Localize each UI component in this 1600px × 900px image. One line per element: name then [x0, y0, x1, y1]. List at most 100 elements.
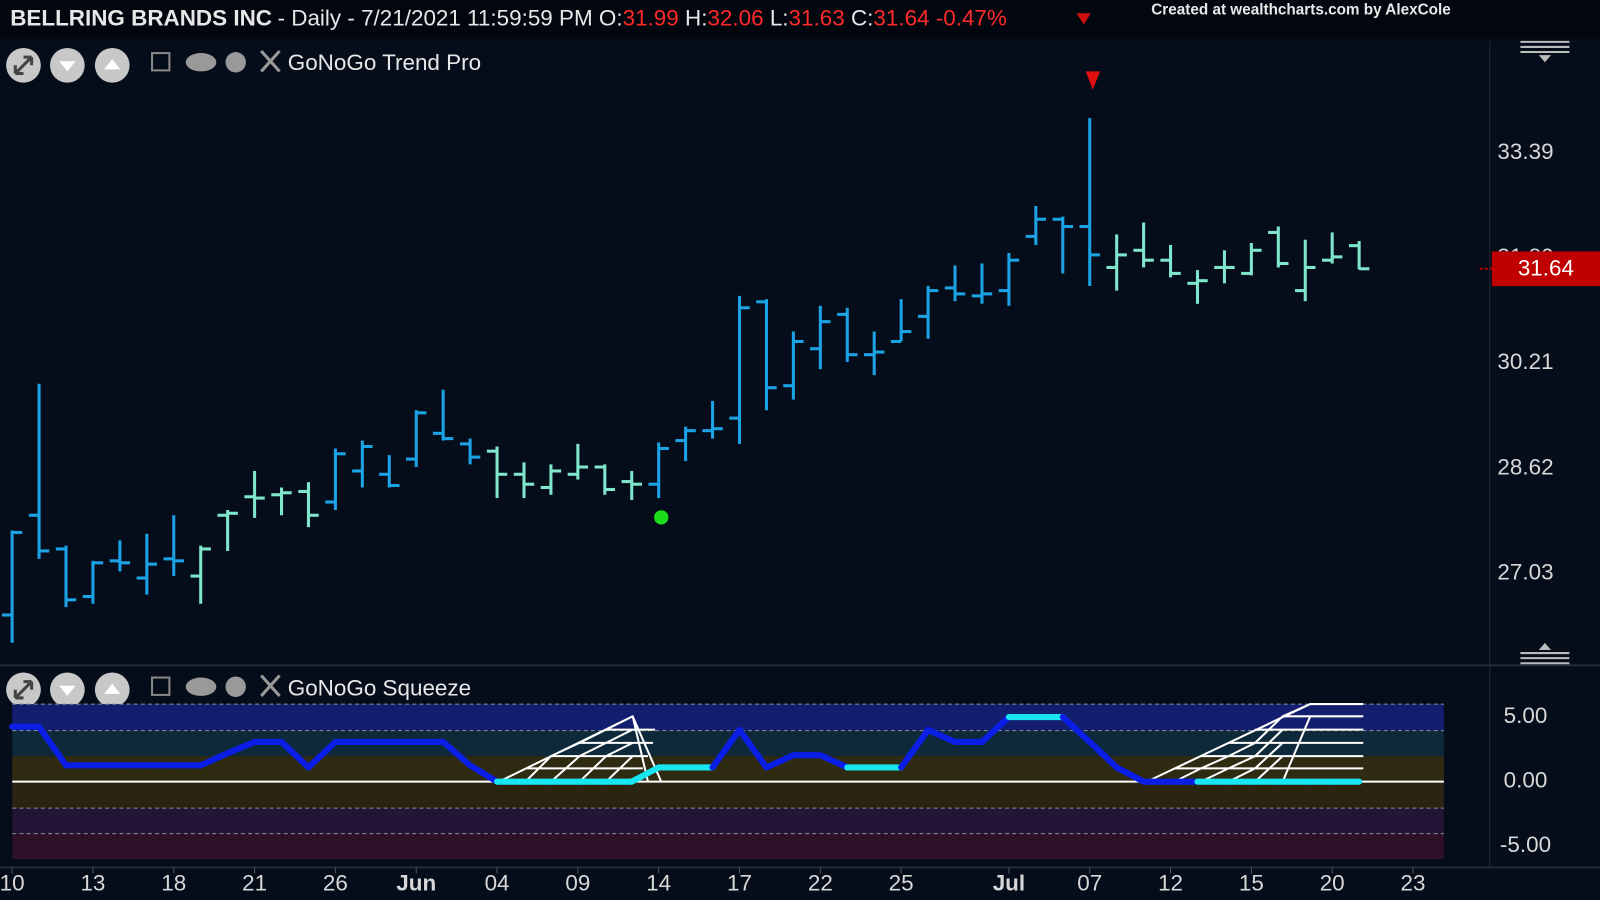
ohlc-bar — [783, 331, 804, 400]
y-tick-label: 27.03 — [1497, 559, 1553, 584]
squeeze-segment — [1113, 764, 1147, 785]
close-button[interactable] — [260, 674, 281, 697]
high-label: H: — [685, 5, 707, 30]
x-tick-label: 09 — [565, 871, 590, 896]
minimize-button[interactable] — [151, 676, 171, 696]
squeeze-ladder — [498, 703, 1364, 783]
x-tick-label: 22 — [808, 871, 833, 896]
x-tick-label: 15 — [1239, 871, 1264, 896]
ohlc-bar — [325, 448, 346, 510]
ohlc-bar — [486, 446, 508, 499]
ohlc-bar — [1295, 239, 1316, 302]
squeeze-segment — [709, 726, 743, 771]
squeeze-segment — [736, 726, 770, 771]
ohlc-bar — [190, 545, 211, 604]
ohlc-bar — [244, 470, 265, 518]
x-tick-label: 04 — [485, 871, 510, 896]
ohlc-bar — [864, 331, 885, 376]
y-tick-label: 28.62 — [1497, 454, 1553, 479]
settings-button[interactable] — [225, 52, 246, 73]
low-label: L: — [770, 5, 789, 30]
ohlc-bar — [1321, 232, 1343, 264]
ohlc-bar — [1079, 118, 1100, 286]
last-price-label: 31.64 — [1518, 256, 1574, 281]
header-line: - Daily - 7/21/2021 11:59:59 PM O:31.99 … — [278, 5, 1007, 30]
ohlc-bar — [163, 515, 184, 577]
band-line — [12, 703, 1444, 835]
x-tick-label: 21 — [242, 871, 267, 896]
trend-toolbar — [6, 47, 281, 83]
ladder — [498, 714, 663, 783]
open-label: O: — [599, 5, 623, 30]
squeeze-segment — [817, 752, 851, 771]
ohlc-bar — [459, 438, 481, 465]
eye-button[interactable] — [185, 53, 217, 72]
x-tick-label: 23 — [1401, 871, 1426, 896]
eye-button[interactable] — [185, 677, 217, 696]
squeeze-segment — [925, 726, 959, 746]
ohlc-bar — [675, 426, 696, 462]
x-tick-label: 13 — [80, 871, 105, 896]
squeeze-segment — [36, 723, 70, 769]
squeeze-toolbar — [6, 672, 281, 708]
x-tick-label: 18 — [161, 871, 186, 896]
open-value: 31.99 — [623, 5, 679, 30]
go-signal — [654, 510, 669, 525]
menu-icon — [1538, 642, 1552, 650]
ohlc-bar — [136, 533, 158, 595]
icon — [59, 61, 76, 72]
indicator-title: GoNoGo Squeeze — [288, 676, 471, 701]
ohlc-bar — [82, 560, 104, 604]
squeeze-segment — [197, 750, 231, 769]
squeeze-segment — [898, 726, 932, 771]
squeeze-segment — [467, 762, 501, 785]
y-tick-label: -5.00 — [1500, 832, 1551, 857]
ohlc-bar — [1, 530, 23, 643]
ohlc-bar — [837, 307, 858, 362]
close-value: 31.64 — [873, 5, 929, 30]
menu-icon — [1520, 652, 1570, 665]
squeeze-segment — [763, 752, 797, 771]
credit: Created at wealthcharts.com by AlexCole — [1151, 1, 1451, 18]
countertrend-signal — [1085, 71, 1100, 90]
ohlc-bar — [1241, 243, 1262, 276]
x-tick-label: 20 — [1320, 871, 1345, 896]
icon — [104, 59, 121, 70]
ohlc-bar — [1025, 206, 1047, 245]
squeeze-segment — [978, 713, 1012, 746]
squeeze-segment — [1059, 713, 1093, 746]
period: - Daily - 7/21/2021 11:59:59 PM — [278, 5, 593, 30]
ohlc-bar — [352, 440, 373, 488]
ohlc-bar — [567, 443, 589, 480]
last-price-tag — [1491, 251, 1600, 287]
ohlc-bar — [55, 545, 77, 608]
panel-menu[interactable] — [1520, 40, 1570, 665]
ohlc-bar — [1187, 270, 1208, 304]
ohlc-bar — [971, 263, 993, 304]
squeeze-segment — [305, 738, 339, 771]
ohlc-bar — [944, 265, 966, 302]
ohlc-bar — [109, 540, 131, 572]
low-value: 31.63 — [789, 5, 845, 30]
band — [12, 781, 1444, 809]
change: -0.47% — [936, 5, 1007, 30]
ohlc-bar — [756, 299, 777, 411]
ohlc-bar — [729, 295, 750, 444]
x-tick-label: Jul — [993, 871, 1025, 896]
minimize-button[interactable] — [151, 52, 171, 72]
squeeze-bands — [12, 703, 1444, 860]
squeeze-segment — [1086, 738, 1120, 771]
y-tick-label: 0.00 — [1504, 768, 1548, 793]
ohlc-bar — [648, 442, 669, 499]
x-tick-label: 14 — [646, 871, 671, 896]
ohlc-bar — [1106, 234, 1127, 291]
settings-button[interactable] — [225, 676, 246, 697]
menu-icon — [1520, 40, 1570, 54]
ohlc-bar — [298, 482, 319, 528]
y-tick-label: 30.21 — [1497, 349, 1553, 374]
close-button[interactable] — [260, 49, 281, 73]
squeeze-segment — [224, 738, 258, 757]
icon — [13, 680, 34, 700]
header-bar — [0, 0, 1600, 39]
